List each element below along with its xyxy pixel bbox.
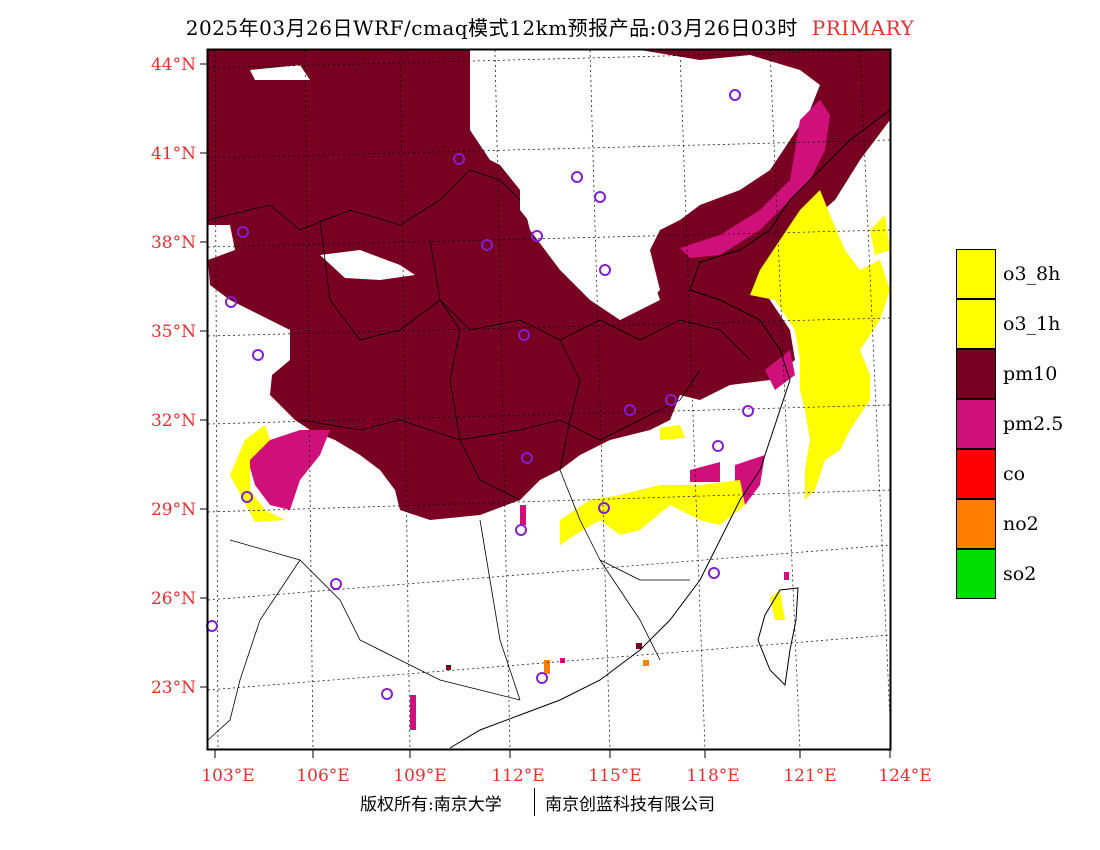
legend-item-o3-1h: o3_1h	[956, 299, 1096, 349]
taiwan-outline	[757, 587, 799, 687]
legend-swatch	[956, 449, 996, 499]
legend-swatch	[956, 349, 996, 399]
o3-region-4	[870, 215, 890, 255]
footer-divider	[534, 788, 535, 816]
pollutant-legend: o3_8h o3_1h pm10 pm2.5 co no2 so2	[956, 249, 1096, 599]
lon-label-109: 109°E	[393, 766, 447, 786]
legend-label: o3_8h	[1003, 263, 1061, 285]
no2-speck-2	[643, 660, 649, 666]
pm25-region-2	[765, 350, 795, 390]
legend-item-o3-8h: o3_8h	[956, 249, 1096, 299]
legend-label: so2	[1003, 563, 1037, 585]
axis-ticks	[200, 63, 891, 758]
legend-label: no2	[1003, 513, 1039, 535]
lat-label-35: 35°N	[150, 322, 196, 342]
clear-area-3	[250, 65, 310, 80]
legend-item-co: co	[956, 449, 1096, 499]
lat-label-26: 26°N	[150, 589, 196, 609]
lat-label-32: 32°N	[150, 411, 196, 431]
legend-item-pm10: pm10	[956, 349, 1096, 399]
map-title: 2025年03月26日WRF/cmaq模式12km预报产品:03月26日03时 P…	[0, 12, 1100, 41]
o3-region-3	[230, 425, 285, 522]
legend-label: co	[1003, 463, 1026, 485]
lon-label-124: 124°E	[878, 766, 932, 786]
lon-label-118: 118°E	[686, 766, 740, 786]
station-markers	[206, 89, 754, 700]
pm-speck-6	[560, 658, 565, 663]
pm25-region-5	[690, 462, 720, 482]
pm25-region-1	[680, 100, 830, 258]
legend-swatch	[956, 299, 996, 349]
pm-speck-3	[784, 572, 789, 580]
legend-item-no2: no2	[956, 499, 1096, 549]
lat-label-38: 38°N	[150, 233, 196, 253]
lon-label-106: 106°E	[296, 766, 350, 786]
o3-region-1	[750, 190, 890, 500]
lat-label-29: 29°N	[150, 500, 196, 520]
copyright-right: 南京创蓝科技有限公司	[545, 795, 715, 815]
pm25-region-3	[245, 430, 330, 510]
lon-label-103: 103°E	[201, 766, 255, 786]
legend-label: o3_1h	[1003, 313, 1061, 335]
pm-speck-1	[410, 695, 416, 730]
lon-label-112: 112°E	[491, 766, 545, 786]
lon-label-115: 115°E	[588, 766, 642, 786]
map-frame	[206, 48, 892, 751]
legend-swatch	[956, 549, 996, 599]
lat-label-44: 44°N	[150, 55, 196, 75]
lon-label-121: 121°E	[783, 766, 837, 786]
copyright-left: 版权所有:南京大学	[360, 795, 502, 815]
legend-label: pm2.5	[1003, 413, 1064, 435]
pm-speck-5	[446, 665, 451, 670]
legend-swatch	[956, 499, 996, 549]
graticule	[207, 49, 891, 751]
lat-label-23: 23°N	[150, 678, 196, 698]
clear-area-2	[320, 250, 415, 280]
lat-label-41: 41°N	[150, 144, 196, 164]
legend-label: pm10	[1003, 363, 1058, 385]
clear-area	[470, 50, 820, 320]
o3-region-5	[660, 425, 685, 440]
no2-speck-1	[544, 660, 550, 674]
province-borders	[207, 169, 751, 741]
coastline	[449, 109, 891, 749]
legend-item-pm25: pm2.5	[956, 399, 1096, 449]
title-text: 2025年03月26日WRF/cmaq模式12km预报产品:03月26日03时	[185, 16, 798, 40]
o3-region-6	[770, 590, 785, 620]
primary-tag: PRIMARY	[811, 16, 915, 40]
pm-speck-4	[636, 643, 642, 649]
legend-swatch	[956, 249, 996, 299]
legend-swatch	[956, 399, 996, 449]
pm-speck-2	[520, 505, 526, 525]
legend-item-so2: so2	[956, 549, 1096, 599]
